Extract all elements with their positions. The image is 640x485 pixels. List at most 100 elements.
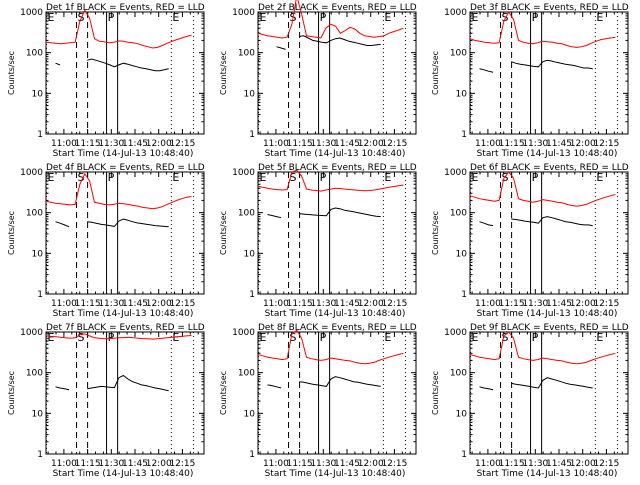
panel-title: Det 8f BLACK = Events, RED = LLD [258,323,417,333]
y-tick-label: 10 [456,89,468,99]
panel-title: Det 2f BLACK = Events, RED = LLD [258,3,417,13]
x-tick-label: 11:30 [522,459,548,469]
events-series-line [87,374,169,392]
events-series-line [87,58,169,72]
x-axis-label: Start Time (14-Jul-13 10:48:40) [477,309,618,319]
x-tick-label: 11:30 [522,139,548,149]
x-tick-label: 12:00 [570,139,596,149]
x-axis-label: Start Time (14-Jul-13 10:48:40) [265,469,406,479]
lld-series-line [469,11,616,48]
panel-title: Det 6f BLACK = Events, RED = LLD [470,163,629,173]
x-tick-label: 12:15 [169,459,195,469]
y-tick-label: 1 [249,450,255,460]
y-tick-label: 1000 [444,328,467,338]
panel-title: Det 3f BLACK = Events, RED = LLD [470,3,629,13]
x-tick-label: 11:00 [475,299,501,309]
events-series-line [87,218,169,228]
x-tick-label: 11:45 [122,299,148,309]
y-axis-label: Counts/sec [431,211,440,255]
y-tick-label: 1 [37,130,43,140]
panel-title: Det 1f BLACK = Events, RED = LLD [46,3,205,13]
y-tick-label: 1 [249,290,255,300]
plot-frame [257,171,417,295]
lld-series-line [257,0,404,39]
x-tick-label: 11:00 [263,299,289,309]
x-tick-label: 11:15 [499,459,525,469]
marker-label: S [78,331,85,344]
panel-6: Det 6f BLACK = Events, RED = LLD 1 10 100 10… [431,163,629,319]
x-tick-label: 12:00 [358,299,384,309]
plot-frame [469,11,629,135]
marker-label: E [260,171,267,184]
x-tick-label: 11:15 [499,139,525,149]
marker-label: E [472,11,479,24]
x-axis-label: Start Time (14-Jul-13 10:48:40) [53,469,194,479]
y-tick-label: 100 [450,369,467,379]
plot-frame [257,11,417,135]
y-tick-label: 100 [450,209,467,219]
marker-label: P [108,171,115,184]
y-tick-label: 10 [244,249,256,259]
x-axis-label: Start Time (14-Jul-13 10:48:40) [265,309,406,319]
events-series-line [299,207,381,218]
lld-series-line [469,331,616,365]
y-axis-label: Counts/sec [219,51,228,95]
y-tick-label: 1 [461,130,467,140]
x-tick-label: 11:15 [287,299,313,309]
x-tick-label: 11:30 [98,139,124,149]
x-tick-label: 11:00 [51,299,77,309]
marker-label: E [172,171,179,184]
x-tick-label: 11:45 [546,139,572,149]
plot-frame [257,331,417,455]
lld-series-line [257,169,404,192]
y-tick-label: 100 [26,369,43,379]
x-tick-label: 12:15 [593,299,619,309]
y-tick-label: 1000 [20,8,43,18]
y-tick-label: 1 [37,450,43,460]
x-tick-label: 12:00 [146,299,172,309]
x-tick-label: 11:15 [75,459,101,469]
x-tick-label: 11:45 [334,459,360,469]
x-tick-label: 12:00 [358,139,384,149]
lld-series-line [257,329,404,365]
y-tick-label: 10 [244,409,256,419]
lld-series-line [469,171,616,207]
panel-9: Det 9f BLACK = Events, RED = LLD 1 10 100 10… [431,323,629,479]
y-tick-label: 1 [37,290,43,300]
events-series-line [299,35,381,46]
marker-label: P [532,331,539,344]
marker-label: E [48,171,55,184]
y-tick-label: 1000 [232,328,255,338]
x-tick-label: 11:30 [522,299,548,309]
x-tick-label: 12:15 [381,139,407,149]
y-axis-label: Counts/sec [7,371,16,415]
marker-label: E [172,11,179,24]
lld-series-line [45,172,192,210]
marker-label: E [472,331,479,344]
x-tick-label: 11:15 [75,299,101,309]
marker-label: E [260,331,267,344]
marker-label: E [596,11,603,24]
x-tick-label: 12:00 [146,459,172,469]
marker-label: P [108,11,115,24]
x-axis-label: Start Time (14-Jul-13 10:48:40) [53,309,194,319]
marker-label: E [48,331,55,344]
y-tick-label: 1000 [20,328,43,338]
x-tick-label: 12:00 [570,299,596,309]
x-tick-label: 11:45 [546,459,572,469]
events-series-line [55,221,70,228]
marker-label: S [78,171,85,184]
marker-label: S [502,11,509,24]
marker-label: E [172,331,179,344]
y-tick-label: 100 [450,49,467,59]
y-tick-label: 1 [249,130,255,140]
y-axis-label: Counts/sec [7,51,16,95]
panel-5: Det 5f BLACK = Events, RED = LLD 1 10 100 10… [219,163,417,319]
marker-label: P [320,331,327,344]
y-axis-label: Counts/sec [431,371,440,415]
x-tick-label: 11:00 [475,139,501,149]
marker-label: P [532,11,539,24]
x-tick-label: 11:15 [75,139,101,149]
x-tick-label: 11:30 [98,299,124,309]
